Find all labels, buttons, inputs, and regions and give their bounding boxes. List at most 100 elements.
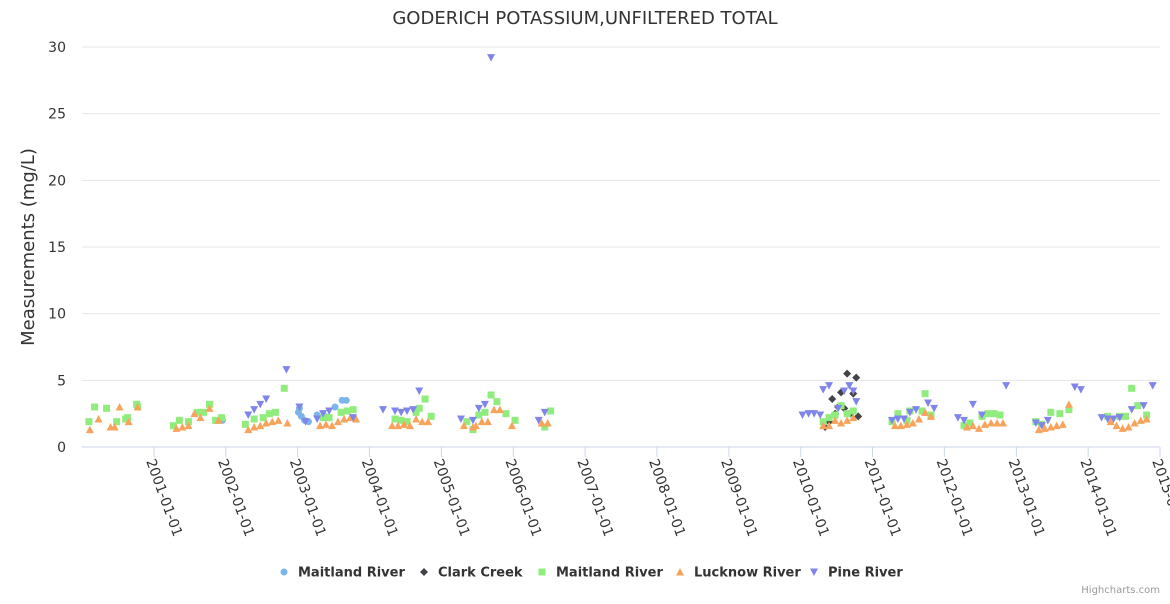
data-point-triangle[interactable] <box>400 420 409 428</box>
data-point-square[interactable] <box>996 411 1004 419</box>
data-point-triangle[interactable] <box>926 412 935 420</box>
data-point-square[interactable] <box>918 407 926 415</box>
data-point-square[interactable] <box>511 416 519 424</box>
data-point-triangle[interactable] <box>968 421 977 430</box>
data-point-triangle[interactable] <box>190 409 199 418</box>
data-point-triangle[interactable] <box>1034 425 1043 434</box>
data-point-triangle-down[interactable] <box>888 416 897 425</box>
data-point-triangle-down[interactable] <box>1076 386 1085 394</box>
data-point-square[interactable] <box>1122 412 1130 420</box>
data-point-triangle[interactable] <box>424 417 433 426</box>
data-point-triangle[interactable] <box>1112 421 1121 430</box>
data-point-triangle-down[interactable] <box>1127 406 1136 414</box>
data-point-triangle-down[interactable] <box>468 416 477 425</box>
data-point-triangle-down[interactable] <box>810 410 819 418</box>
data-point-square[interactable] <box>349 406 357 414</box>
data-point-square[interactable] <box>91 403 99 411</box>
data-point-square[interactable] <box>343 407 351 415</box>
data-point-square[interactable] <box>265 410 273 418</box>
data-point-triangle[interactable] <box>849 413 858 422</box>
data-point-triangle[interactable] <box>1124 423 1133 431</box>
data-point-triangle-down[interactable] <box>840 387 849 396</box>
data-point-triangle-down[interactable] <box>301 418 310 426</box>
data-point-triangle[interactable] <box>214 416 223 424</box>
data-point-triangle-down[interactable] <box>960 416 969 425</box>
data-point-square[interactable] <box>849 407 857 415</box>
data-point-triangle[interactable] <box>1040 424 1049 432</box>
data-point-triangle[interactable] <box>489 405 498 414</box>
data-point-triangle[interactable] <box>393 421 402 430</box>
data-point-triangle[interactable] <box>196 413 205 422</box>
data-point-triangle-down[interactable] <box>487 54 496 62</box>
data-point-triangle[interactable] <box>896 421 905 430</box>
data-point-triangle-down[interactable] <box>1097 414 1106 422</box>
data-point-triangle-down[interactable] <box>403 407 412 416</box>
data-point-square[interactable] <box>984 410 992 418</box>
data-point-triangle[interactable] <box>178 423 187 431</box>
legend-symbol[interactable] <box>420 568 428 576</box>
chart-credit[interactable]: Highcharts.com <box>1081 585 1160 596</box>
data-point-square[interactable] <box>960 422 968 430</box>
data-point-triangle[interactable] <box>256 421 265 430</box>
data-point-triangle[interactable] <box>537 419 546 427</box>
data-point-square[interactable] <box>421 395 429 403</box>
data-point-triangle-down[interactable] <box>319 410 328 418</box>
data-point-square[interactable] <box>990 410 998 418</box>
data-point-triangle-down[interactable] <box>349 414 358 422</box>
data-point-triangle[interactable] <box>908 419 917 427</box>
data-point-triangle[interactable] <box>459 421 468 430</box>
data-point-triangle-down[interactable] <box>968 400 977 409</box>
data-point-triangle-down[interactable] <box>325 407 334 416</box>
data-point-triangle-down[interactable] <box>825 382 834 390</box>
data-point-square[interactable] <box>966 419 974 427</box>
data-point-triangle-down[interactable] <box>1115 414 1124 422</box>
data-point-triangle[interactable] <box>1106 417 1115 426</box>
legend-label[interactable]: Maitland River <box>556 566 663 581</box>
data-point-triangle[interactable] <box>986 419 995 427</box>
data-point-triangle[interactable] <box>1136 416 1145 424</box>
data-point-triangle-down[interactable] <box>930 404 939 413</box>
legend-symbol[interactable] <box>280 568 288 576</box>
data-point-triangle[interactable] <box>998 419 1007 427</box>
data-point-triangle-down[interactable] <box>262 395 271 404</box>
data-point-triangle-down[interactable] <box>244 411 253 420</box>
legend-item[interactable]: Clark Creek <box>420 566 523 581</box>
data-point-triangle-down[interactable] <box>953 414 962 422</box>
data-point-triangle-down[interactable] <box>905 408 914 417</box>
data-point-triangle-down[interactable] <box>1031 419 1040 428</box>
data-point-square[interactable] <box>259 414 267 422</box>
legend-symbol[interactable] <box>538 568 546 576</box>
data-point-square[interactable] <box>250 415 258 423</box>
data-point-square[interactable] <box>85 418 93 426</box>
data-point-triangle[interactable] <box>1046 423 1055 431</box>
data-point-triangle[interactable] <box>890 421 899 430</box>
data-point-square[interactable] <box>475 411 483 419</box>
data-point-triangle[interactable] <box>333 417 342 426</box>
data-point-triangle[interactable] <box>1142 415 1151 423</box>
data-point-triangle[interactable] <box>543 419 552 427</box>
data-point-square[interactable] <box>175 416 183 424</box>
data-point-triangle[interactable] <box>412 415 421 423</box>
data-point-triangle[interactable] <box>843 416 852 424</box>
data-point-square[interactable] <box>921 390 929 398</box>
data-point-square[interactable] <box>415 404 423 412</box>
data-point-triangle-down[interactable] <box>415 387 424 396</box>
data-point-square[interactable] <box>124 414 132 422</box>
data-point-triangle-down[interactable] <box>912 406 921 414</box>
data-point-triangle[interactable] <box>268 417 277 426</box>
data-point-triangle[interactable] <box>328 421 337 430</box>
data-point-square[interactable] <box>325 414 333 422</box>
legend-label[interactable]: Pine River <box>828 566 903 581</box>
data-point-triangle[interactable] <box>405 421 414 430</box>
data-point-triangle[interactable] <box>825 421 834 430</box>
data-point-triangle-down[interactable] <box>1002 382 1011 390</box>
data-point-triangle-down[interactable] <box>849 387 858 396</box>
data-point-square[interactable] <box>427 412 435 420</box>
data-point-square[interactable] <box>493 398 501 406</box>
data-point-square[interactable] <box>831 411 839 419</box>
data-point-triangle-down[interactable] <box>1148 382 1157 390</box>
data-point-square[interactable] <box>217 414 225 422</box>
data-point-triangle-down[interactable] <box>804 410 813 418</box>
data-point-square[interactable] <box>541 423 549 431</box>
data-point-diamond[interactable] <box>828 395 837 403</box>
